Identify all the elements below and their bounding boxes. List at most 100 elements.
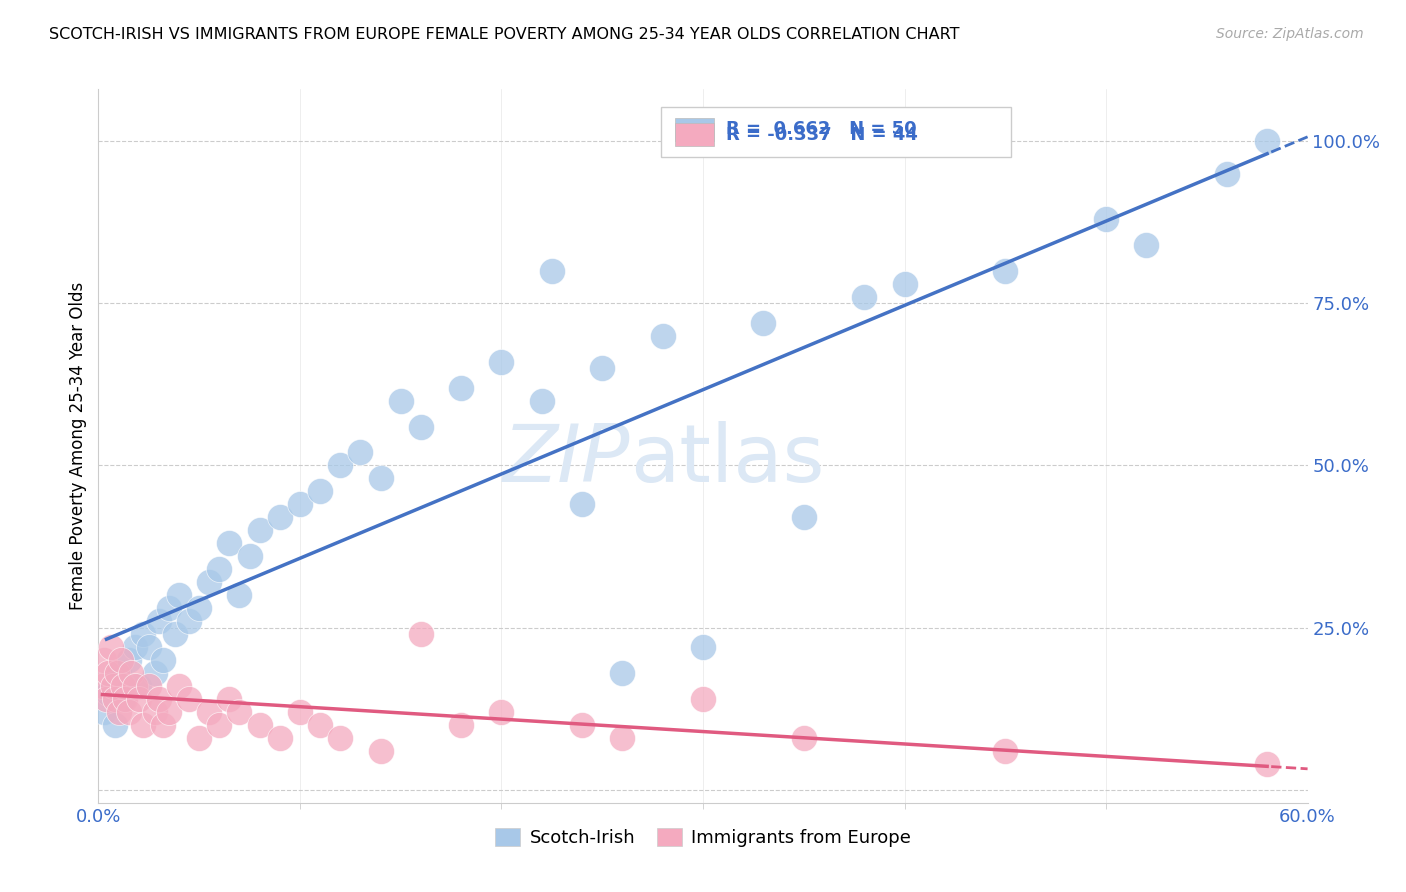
Point — [208, 562, 231, 576]
Point — [228, 588, 250, 602]
Point — [124, 640, 146, 654]
Point — [128, 692, 150, 706]
Point — [111, 679, 134, 693]
Point — [571, 718, 593, 732]
Point — [132, 627, 155, 641]
Point — [208, 718, 231, 732]
FancyBboxPatch shape — [675, 123, 714, 146]
Text: ZIP: ZIP — [503, 421, 630, 500]
Point — [152, 718, 174, 732]
Point — [288, 497, 311, 511]
Point — [530, 393, 553, 408]
Point — [100, 640, 122, 654]
Point — [105, 666, 128, 681]
Point — [111, 692, 134, 706]
Point — [93, 653, 115, 667]
Point — [249, 524, 271, 538]
Point — [163, 627, 186, 641]
Point — [853, 290, 876, 304]
Point — [1095, 211, 1118, 226]
Point — [148, 692, 170, 706]
Point — [143, 705, 166, 719]
Point — [188, 731, 211, 745]
Point — [491, 705, 513, 719]
FancyBboxPatch shape — [675, 118, 714, 141]
Point — [994, 744, 1017, 758]
Point — [138, 679, 160, 693]
Point — [491, 354, 513, 368]
Text: R = -0.337   N = 44: R = -0.337 N = 44 — [725, 126, 918, 144]
Point — [103, 718, 125, 732]
Point — [188, 601, 211, 615]
Point — [288, 705, 311, 719]
Point — [793, 510, 815, 524]
Point — [450, 718, 472, 732]
Text: R =  0.662   N = 50: R = 0.662 N = 50 — [725, 120, 917, 138]
Point — [218, 692, 240, 706]
Point — [239, 549, 262, 564]
Point — [120, 666, 142, 681]
Point — [389, 393, 412, 408]
Point — [157, 705, 180, 719]
Point — [101, 679, 124, 693]
Point — [91, 679, 114, 693]
Point — [370, 471, 392, 485]
Point — [309, 484, 332, 499]
Point — [198, 575, 221, 590]
Point — [218, 536, 240, 550]
Point — [148, 614, 170, 628]
Point — [409, 627, 432, 641]
Point — [651, 328, 673, 343]
Point — [124, 679, 146, 693]
Point — [198, 705, 221, 719]
Point — [540, 264, 562, 278]
Point — [107, 705, 129, 719]
Point — [138, 640, 160, 654]
Point — [96, 692, 118, 706]
Y-axis label: Female Poverty Among 25-34 Year Olds: Female Poverty Among 25-34 Year Olds — [69, 282, 87, 610]
Point — [179, 692, 201, 706]
Point — [370, 744, 392, 758]
Point — [612, 666, 634, 681]
Point — [118, 653, 141, 667]
Point — [450, 381, 472, 395]
Text: SCOTCH-IRISH VS IMMIGRANTS FROM EUROPE FEMALE POVERTY AMONG 25-34 YEAR OLDS CORR: SCOTCH-IRISH VS IMMIGRANTS FROM EUROPE F… — [49, 27, 960, 42]
Point — [128, 679, 150, 693]
Point — [249, 718, 271, 732]
Point — [114, 692, 136, 706]
Point — [93, 705, 115, 719]
Point — [152, 653, 174, 667]
Point — [228, 705, 250, 719]
Legend: Scotch-Irish, Immigrants from Europe: Scotch-Irish, Immigrants from Europe — [488, 822, 918, 855]
Point — [752, 316, 775, 330]
Point — [103, 692, 125, 706]
Point — [1256, 756, 1278, 771]
Point — [143, 666, 166, 681]
Point — [409, 419, 432, 434]
Point — [329, 731, 352, 745]
Point — [132, 718, 155, 732]
Text: atlas: atlas — [630, 421, 825, 500]
Point — [167, 588, 190, 602]
Point — [692, 640, 714, 654]
Point — [97, 685, 120, 699]
Point — [269, 510, 291, 524]
Point — [157, 601, 180, 615]
Point — [1256, 134, 1278, 148]
Point — [793, 731, 815, 745]
Point — [110, 653, 132, 667]
Point — [591, 361, 613, 376]
Point — [1135, 238, 1157, 252]
Point — [692, 692, 714, 706]
Point — [612, 731, 634, 745]
Point — [893, 277, 915, 291]
Point — [309, 718, 332, 732]
Point — [179, 614, 201, 628]
Point — [329, 458, 352, 473]
Point — [571, 497, 593, 511]
Point — [107, 666, 129, 681]
Point — [1216, 167, 1239, 181]
Point — [269, 731, 291, 745]
Point — [118, 705, 141, 719]
Point — [167, 679, 190, 693]
